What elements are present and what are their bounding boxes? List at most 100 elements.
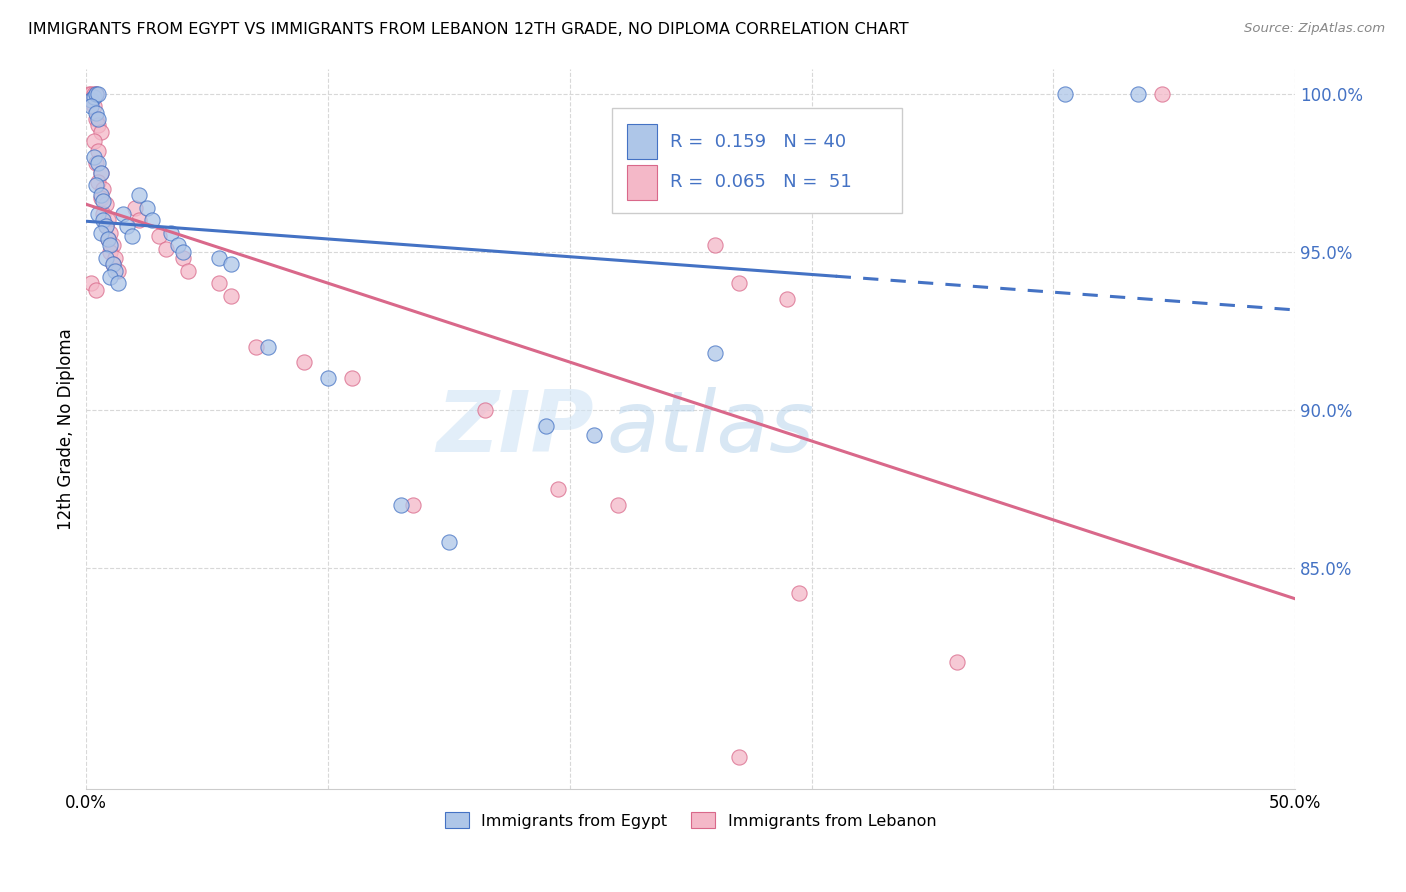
- Point: [90, 166, 112, 180]
- Point: [91, 213, 114, 227]
- Point: [1126, 87, 1149, 101]
- Point: [292, 355, 315, 369]
- Point: [87, 144, 110, 158]
- Point: [703, 238, 725, 252]
- Point: [148, 229, 170, 244]
- Point: [97, 232, 120, 246]
- Text: Source: ZipAtlas.com: Source: ZipAtlas.com: [1244, 22, 1385, 36]
- Point: [124, 201, 146, 215]
- Point: [90, 187, 112, 202]
- Point: [101, 238, 124, 252]
- Point: [221, 257, 243, 271]
- Point: [84, 105, 107, 120]
- Point: [90, 226, 112, 240]
- Point: [121, 229, 143, 244]
- Point: [107, 264, 129, 278]
- Text: R =  0.065   N =  51: R = 0.065 N = 51: [671, 173, 852, 192]
- Point: [100, 238, 122, 252]
- Point: [107, 277, 129, 291]
- Point: [91, 207, 114, 221]
- Point: [91, 194, 114, 209]
- Point: [135, 201, 157, 215]
- Point: [245, 340, 267, 354]
- Point: [94, 219, 117, 234]
- Point: [87, 207, 110, 221]
- Point: [172, 251, 194, 265]
- Point: [1054, 87, 1077, 101]
- Point: [155, 242, 177, 256]
- Point: [111, 207, 134, 221]
- Point: [80, 93, 103, 107]
- Point: [83, 87, 105, 101]
- Text: IMMIGRANTS FROM EGYPT VS IMMIGRANTS FROM LEBANON 12TH GRADE, NO DIPLOMA CORRELAT: IMMIGRANTS FROM EGYPT VS IMMIGRANTS FROM…: [28, 22, 908, 37]
- Point: [80, 99, 103, 113]
- Point: [221, 289, 243, 303]
- Bar: [627, 124, 657, 159]
- Y-axis label: 12th Grade, No Diploma: 12th Grade, No Diploma: [58, 328, 75, 530]
- Point: [389, 498, 412, 512]
- Point: [128, 213, 150, 227]
- Point: [84, 156, 107, 170]
- Bar: [627, 165, 657, 200]
- Point: [100, 244, 122, 259]
- Point: [97, 232, 120, 246]
- Point: [94, 219, 117, 234]
- Point: [80, 277, 103, 291]
- Point: [167, 238, 190, 252]
- Point: [90, 125, 112, 139]
- Point: [342, 371, 364, 385]
- Legend: Immigrants from Egypt, Immigrants from Lebanon: Immigrants from Egypt, Immigrants from L…: [439, 805, 943, 835]
- Point: [83, 99, 105, 113]
- Text: atlas: atlas: [606, 387, 814, 470]
- Point: [91, 181, 114, 195]
- Point: [208, 251, 231, 265]
- Point: [101, 257, 124, 271]
- Point: [90, 166, 112, 180]
- Point: [607, 498, 630, 512]
- Point: [401, 498, 423, 512]
- Point: [87, 175, 110, 189]
- Point: [177, 264, 200, 278]
- Point: [84, 178, 107, 193]
- Point: [84, 112, 107, 126]
- Point: [316, 371, 339, 385]
- Point: [84, 283, 107, 297]
- Point: [789, 586, 811, 600]
- FancyBboxPatch shape: [612, 108, 903, 212]
- Point: [256, 340, 278, 354]
- Point: [83, 134, 105, 148]
- Point: [160, 226, 183, 240]
- Point: [776, 292, 799, 306]
- Point: [104, 251, 127, 265]
- Point: [80, 93, 103, 107]
- Point: [84, 87, 107, 101]
- Point: [582, 428, 605, 442]
- Point: [90, 191, 112, 205]
- Point: [101, 257, 124, 271]
- Point: [141, 213, 163, 227]
- Point: [87, 87, 110, 101]
- Point: [84, 87, 107, 101]
- Point: [728, 750, 751, 764]
- Point: [534, 418, 557, 433]
- Point: [77, 87, 100, 101]
- Point: [94, 197, 117, 211]
- Point: [172, 244, 194, 259]
- Point: [80, 87, 103, 101]
- Point: [83, 90, 105, 104]
- Point: [117, 219, 139, 234]
- Point: [97, 213, 120, 227]
- Point: [437, 535, 460, 549]
- Point: [87, 156, 110, 170]
- Point: [728, 277, 751, 291]
- Text: ZIP: ZIP: [436, 387, 593, 470]
- Point: [128, 187, 150, 202]
- Point: [824, 187, 846, 202]
- Point: [100, 270, 122, 285]
- Point: [703, 346, 725, 360]
- Point: [474, 402, 496, 417]
- Point: [87, 112, 110, 126]
- Point: [83, 150, 105, 164]
- Point: [104, 264, 127, 278]
- Point: [945, 656, 967, 670]
